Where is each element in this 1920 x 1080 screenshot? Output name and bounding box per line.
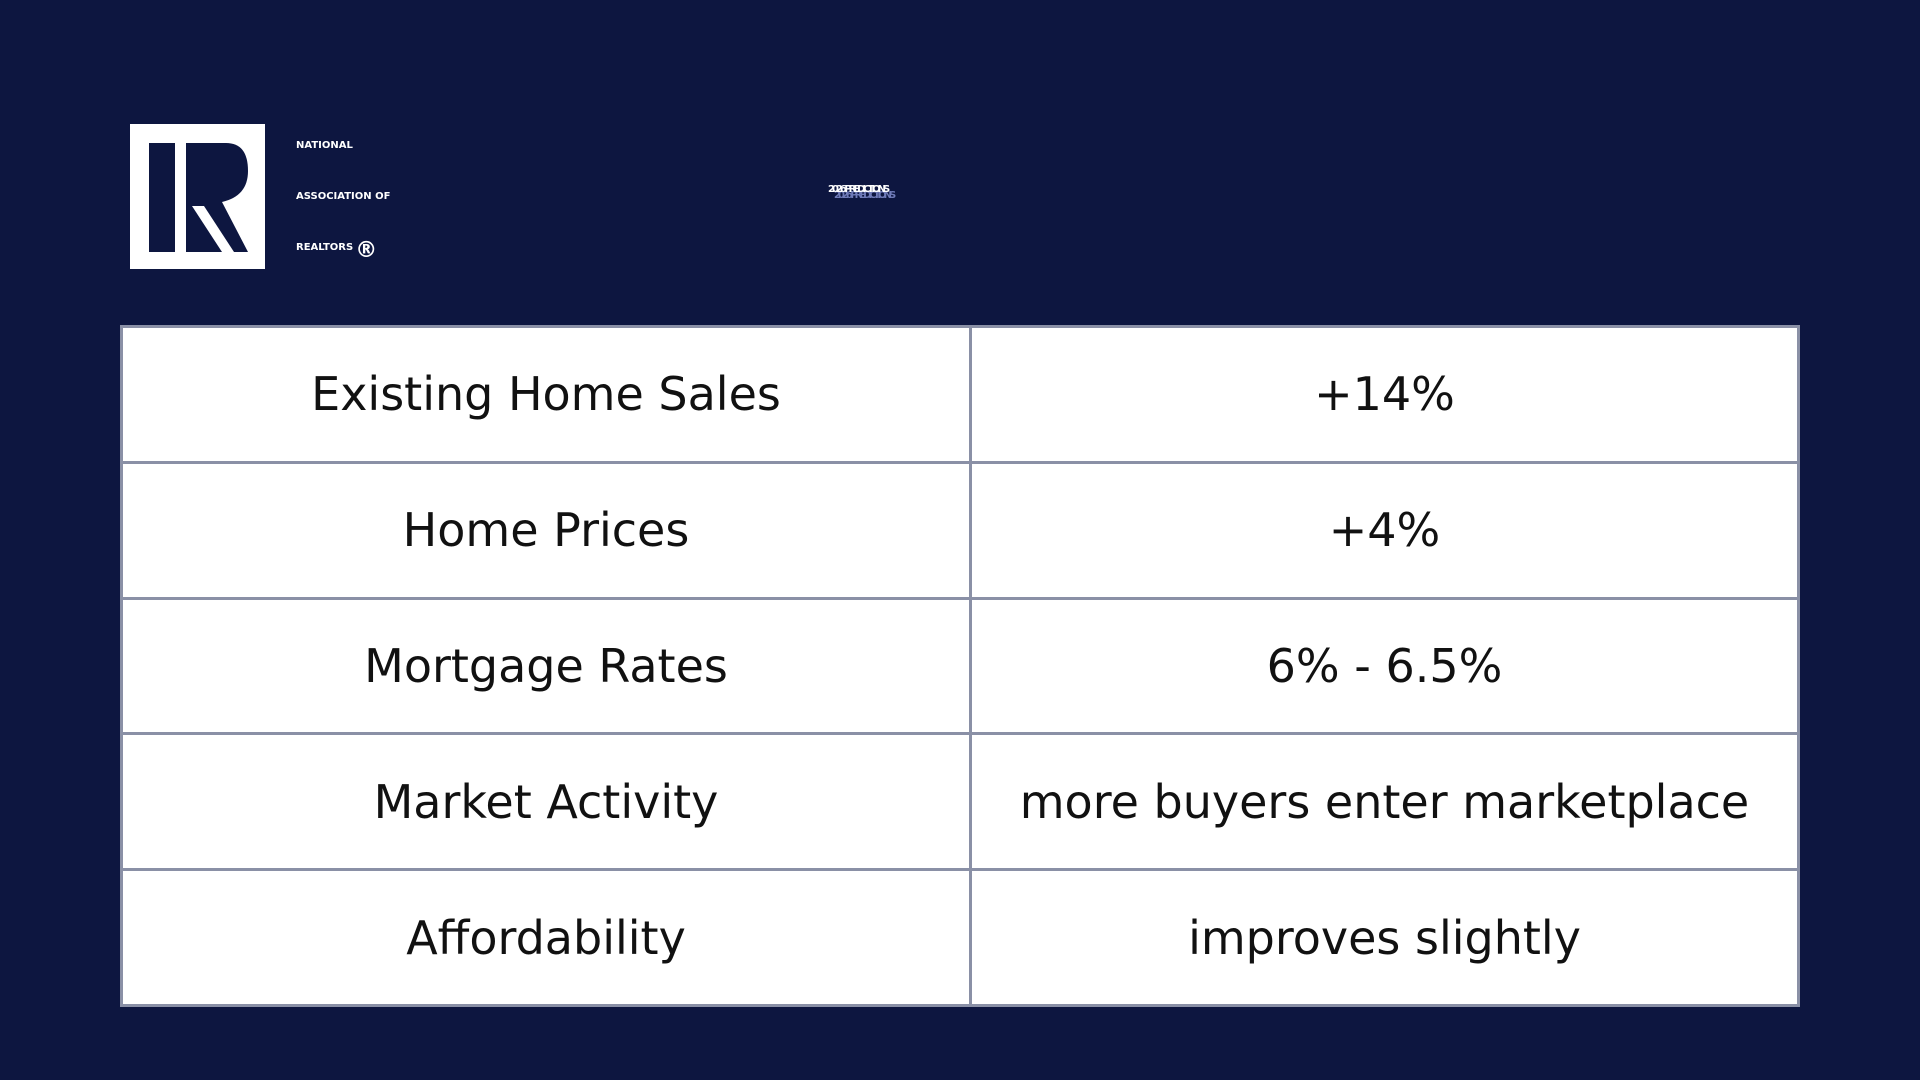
predictions-table-body: Existing Home Sales +14% Home Prices +4% Mor… <box>120 325 1800 1007</box>
logo-r-stem <box>175 143 186 252</box>
registered-mark: ® <box>355 238 378 263</box>
table-row: Market Activity more buyers enter marketp… <box>120 732 1800 872</box>
prediction-cell: more buyers enter marketplace <box>969 732 1800 872</box>
predictions-table: Existing Home Sales +14% Home Prices +4% Mor… <box>120 325 1800 1007</box>
prediction-cell: improves slightly <box>969 868 1800 1007</box>
logo-inner-left <box>149 143 175 252</box>
metric-cell: Market Activity <box>120 732 972 872</box>
table-row: Affordability improves slightly <box>120 868 1800 1007</box>
metric-cell: Home Prices <box>120 460 972 600</box>
table-row: Mortgage Rates 6% - 6.5% <box>120 596 1800 736</box>
organization-name: NATIONAL ASSOCIATION OF REALTORS® <box>296 120 756 280</box>
table-row: Existing Home Sales +14% <box>120 325 1800 464</box>
page-title: 2026 PREDICTIONS <box>828 184 890 195</box>
prediction-cell: +14% <box>969 325 1800 464</box>
org-name-line-3: REALTORS® <box>296 222 756 273</box>
org-name-line-1: NATIONAL <box>296 140 353 151</box>
prediction-cell: +4% <box>969 460 1800 600</box>
realtor-r-logo-icon <box>130 124 265 269</box>
metric-cell: Affordability <box>120 868 972 1007</box>
org-name-line-2: ASSOCIATION OF <box>296 191 391 202</box>
table-row: Home Prices +4% <box>120 460 1800 600</box>
metric-cell: Existing Home Sales <box>120 325 972 464</box>
logo-r-leg-stroke <box>192 206 234 252</box>
prediction-cell: 6% - 6.5% <box>969 596 1800 736</box>
org-name-line-3-text: REALTORS <box>296 242 354 253</box>
metric-cell: Mortgage Rates <box>120 596 972 736</box>
